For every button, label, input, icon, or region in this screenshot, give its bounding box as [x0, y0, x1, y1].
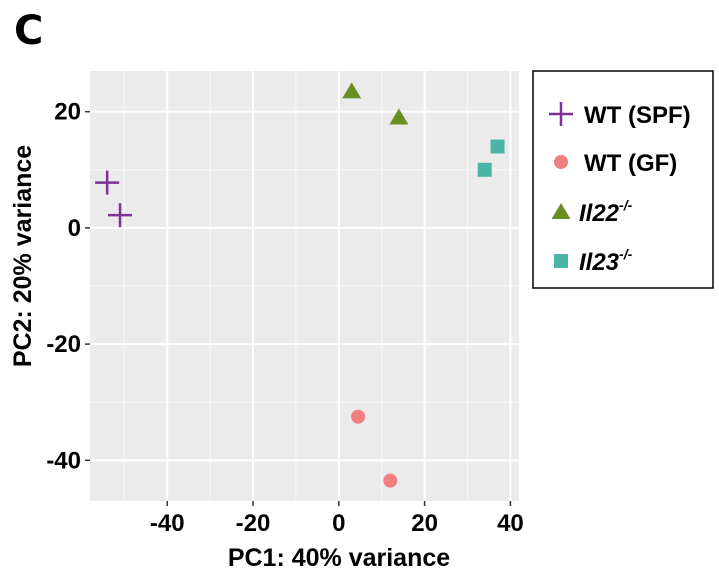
x-tick-label: 20 — [411, 510, 438, 537]
legend-label: Il23-/- — [579, 246, 633, 276]
y-tick-label: 20 — [54, 99, 81, 126]
x-axis-title: PC1: 40% variance — [228, 544, 450, 572]
data-point-circle — [351, 409, 366, 424]
data-point-triangle — [389, 108, 409, 125]
grid-major — [90, 71, 519, 501]
x-tick-label: -40 — [150, 510, 185, 537]
x-tick-label: -20 — [236, 510, 271, 537]
legend-label: WT (SPF) — [584, 102, 691, 129]
legend-marker-plus — [549, 102, 573, 126]
legend: WT (SPF) WT (GF) Il22-/- Il23-/- — [532, 70, 714, 289]
y-tick-label: 0 — [68, 215, 81, 242]
legend-box — [532, 70, 714, 289]
data-point-plus — [108, 203, 133, 228]
y-axis-title: PC2: 20% variance — [9, 145, 37, 367]
data-point-triangle — [342, 82, 362, 99]
grid-minor — [90, 71, 519, 501]
panel-label: C — [14, 8, 44, 54]
data-point-square — [477, 162, 492, 177]
legend-marker-circle — [554, 155, 568, 169]
x-tick-label: 40 — [497, 510, 524, 537]
x-tick-label: 0 — [332, 510, 345, 537]
data-point-square — [490, 139, 505, 154]
y-tick-label: -20 — [46, 331, 81, 358]
data-points — [95, 82, 505, 488]
data-point-circle — [383, 473, 398, 488]
y-tick-label: -40 — [46, 447, 81, 474]
legend-marker-triangle — [551, 203, 571, 219]
x-axis-ticks: -40 -20 0 20 40 — [150, 501, 524, 537]
data-point-plus — [95, 170, 120, 195]
legend-label: Il22-/- — [579, 197, 633, 227]
legend-marker-square — [554, 254, 568, 268]
legend-label: WT (GF) — [584, 150, 677, 177]
y-axis-ticks: -40 -20 0 20 — [46, 99, 90, 474]
